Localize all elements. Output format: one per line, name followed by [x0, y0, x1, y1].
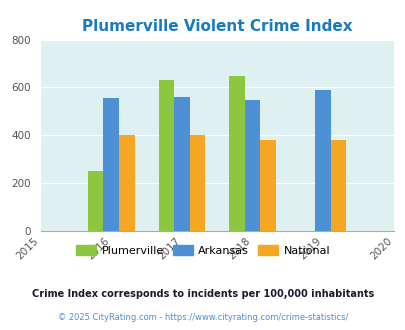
Text: © 2025 CityRating.com - https://www.cityrating.com/crime-statistics/: © 2025 CityRating.com - https://www.city… — [58, 313, 347, 322]
Bar — [189, 135, 205, 231]
Bar — [260, 140, 275, 231]
Text: Crime Index corresponds to incidents per 100,000 inhabitants: Crime Index corresponds to incidents per… — [32, 289, 373, 299]
Bar — [119, 135, 134, 231]
Bar — [315, 90, 330, 231]
Title: Plumerville Violent Crime Index: Plumerville Violent Crime Index — [82, 19, 352, 34]
Bar — [158, 80, 174, 231]
Bar — [103, 98, 119, 231]
Bar — [244, 100, 260, 231]
Bar — [330, 140, 345, 231]
Bar — [174, 97, 189, 231]
Legend: Plumerville, Arkansas, National: Plumerville, Arkansas, National — [71, 241, 334, 260]
Bar — [229, 76, 244, 231]
Bar — [88, 171, 103, 231]
